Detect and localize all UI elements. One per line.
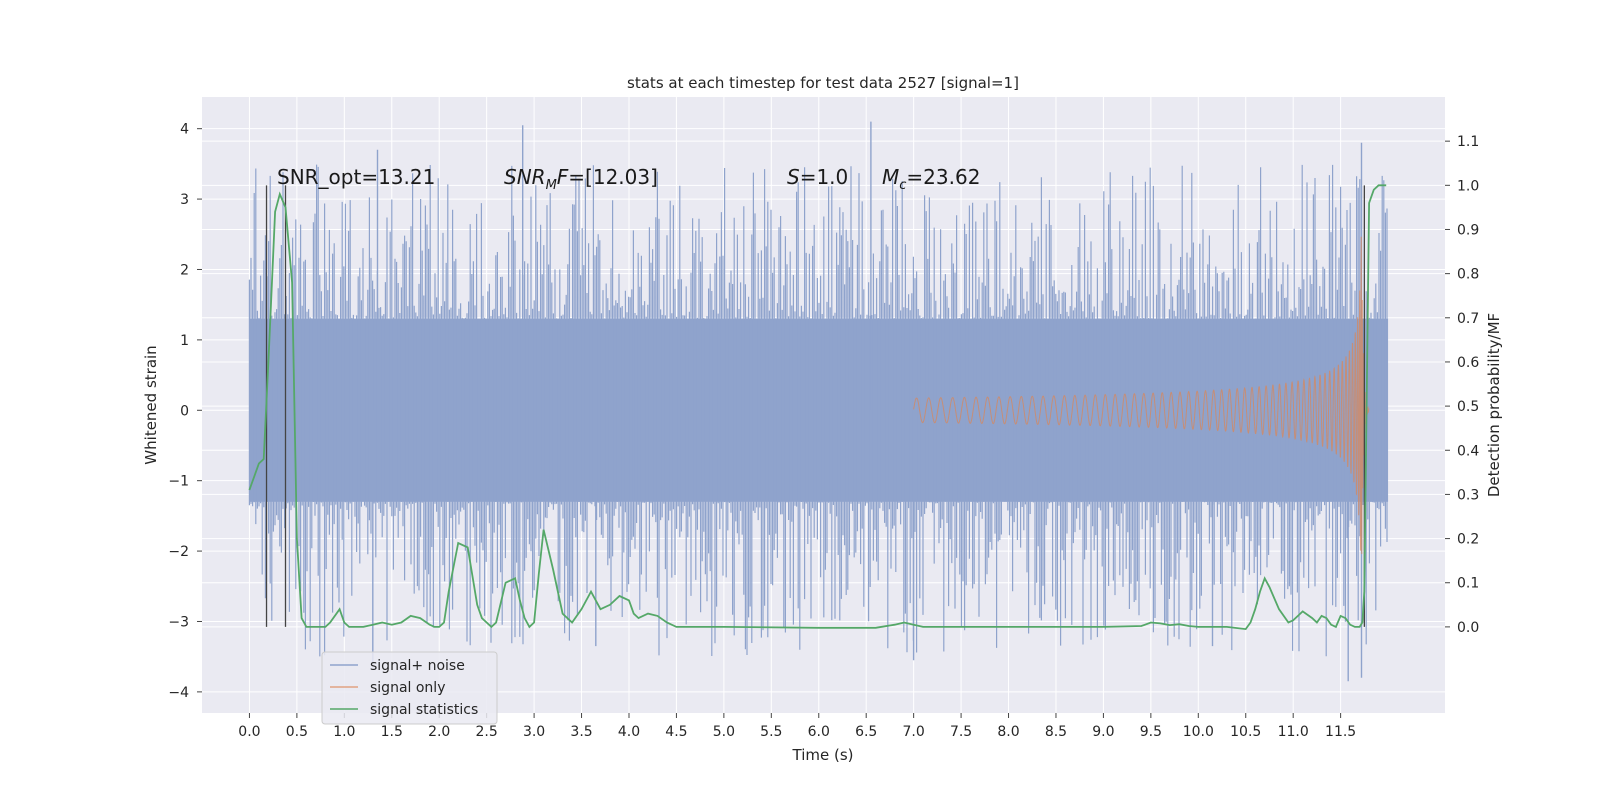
y-tick-label: 3	[180, 192, 189, 208]
chirp-trace	[913, 236, 1370, 555]
y-axis-label: Whitened strain	[142, 345, 160, 464]
annotation-mc-rest: =23.62	[906, 165, 980, 189]
y2-tick-label: 0.3	[1457, 487, 1479, 503]
x-tick-label: 1.5	[381, 724, 403, 740]
y2-tick-label: 0.8	[1457, 267, 1479, 283]
statistics-line	[248, 184, 1387, 631]
noise-trace	[248, 164, 1388, 657]
x-tick-label: 0.0	[238, 724, 260, 740]
x-tick-label: 4.5	[665, 724, 687, 740]
x-tick-label: 3.0	[523, 724, 545, 740]
y-tick-label: −4	[168, 685, 189, 701]
annotation-snr-mf: SNRMF=[12.03]	[504, 165, 658, 193]
annotation-mc-sub: c	[899, 178, 906, 193]
x-tick-label: 7.0	[903, 724, 925, 740]
y2-axis-label: Detection probability/MF	[1485, 313, 1503, 497]
x-tick-label: 8.0	[997, 724, 1019, 740]
legend-label-signal-statistics: signal statistics	[370, 702, 478, 718]
x-tick-label: 9.5	[1140, 724, 1162, 740]
x-tick-label: 5.5	[760, 724, 782, 740]
y-tick-label: 2	[180, 262, 189, 278]
y2-tick-label: 1.1	[1457, 134, 1479, 150]
signal-noise-series	[248, 121, 1389, 682]
y2-tick-label: 0.9	[1457, 222, 1479, 238]
x-tick-label: 8.5	[1045, 724, 1067, 740]
y2-tick-label: 0.2	[1457, 532, 1479, 548]
y-tick-label: 0	[180, 403, 189, 419]
legend-label-signal-noise: signal+ noise	[370, 658, 465, 674]
y-tick-label: −3	[168, 614, 189, 630]
x-tick-label: 3.5	[570, 724, 592, 740]
axes-ticks: 0.0 0.5 1.0 1.5 2.0 2.5 3.0 3.5 4.0 4.5 5.0 5.5 6.0 6…	[168, 122, 1479, 740]
signal-statistics-series	[248, 184, 1387, 631]
x-axis-label: Time (s)	[792, 746, 854, 764]
legend: signal+ noise signal only signal statist…	[321, 651, 498, 725]
x-tick-label: 7.5	[950, 724, 972, 740]
annotations: SNR_opt=13.21 SNRMF=[12.03] S=1.0 Mc=23.…	[277, 165, 980, 193]
signal-only-series	[913, 236, 1370, 555]
x-tick-label: 9.0	[1092, 724, 1114, 740]
annotation-snr-mf-value: =[12.03]	[568, 165, 658, 189]
x-tick-label: 10.0	[1183, 724, 1214, 740]
annotation-snr-opt: SNR_opt=13.21	[277, 165, 435, 189]
y2-tick-label: 0.0	[1457, 620, 1479, 636]
y-tick-label: 1	[180, 333, 189, 349]
annotation-mc-main: M	[882, 165, 899, 189]
x-tick-label: 4.0	[618, 724, 640, 740]
annotation-s-main: S	[787, 165, 800, 189]
y2-tick-label: 0.4	[1457, 443, 1479, 459]
x-tick-label: 0.5	[286, 724, 308, 740]
legend-box	[321, 651, 498, 725]
legend-label-signal-only: signal only	[370, 680, 445, 696]
annotation-snr-mf-sub: M	[546, 178, 557, 193]
y-tick-label: −2	[168, 544, 189, 560]
annotation-snr-mf-main: SNR	[504, 165, 546, 189]
annotation-mc: Mc=23.62	[882, 165, 980, 193]
x-tick-label: 6.0	[808, 724, 830, 740]
y2-tick-label: 1.0	[1457, 178, 1479, 194]
x-tick-label: 1.0	[333, 724, 355, 740]
x-tick-label: 5.0	[713, 724, 735, 740]
x-tick-label: 11.0	[1278, 724, 1309, 740]
annotation-snr-mf-rest-f: F	[557, 165, 569, 189]
y2-tick-label: 0.1	[1457, 576, 1479, 592]
x-tick-label: 11.5	[1325, 724, 1356, 740]
annotation-s-rest: =1.0	[800, 165, 849, 189]
y2-tick-label: 0.6	[1457, 355, 1479, 371]
x-tick-label: 10.5	[1230, 724, 1261, 740]
x-tick-label: 6.5	[855, 724, 877, 740]
x-tick-label: 2.5	[476, 724, 498, 740]
annotation-s: S=1.0	[787, 165, 848, 189]
chart-title: stats at each timestep for test data 252…	[627, 74, 1019, 92]
y-tick-label: −1	[168, 474, 189, 490]
x-tick-label: 2.0	[428, 724, 450, 740]
y2-tick-label: 0.5	[1457, 399, 1479, 415]
y-tick-label: 4	[180, 122, 189, 138]
y2-tick-label: 0.7	[1457, 311, 1479, 327]
